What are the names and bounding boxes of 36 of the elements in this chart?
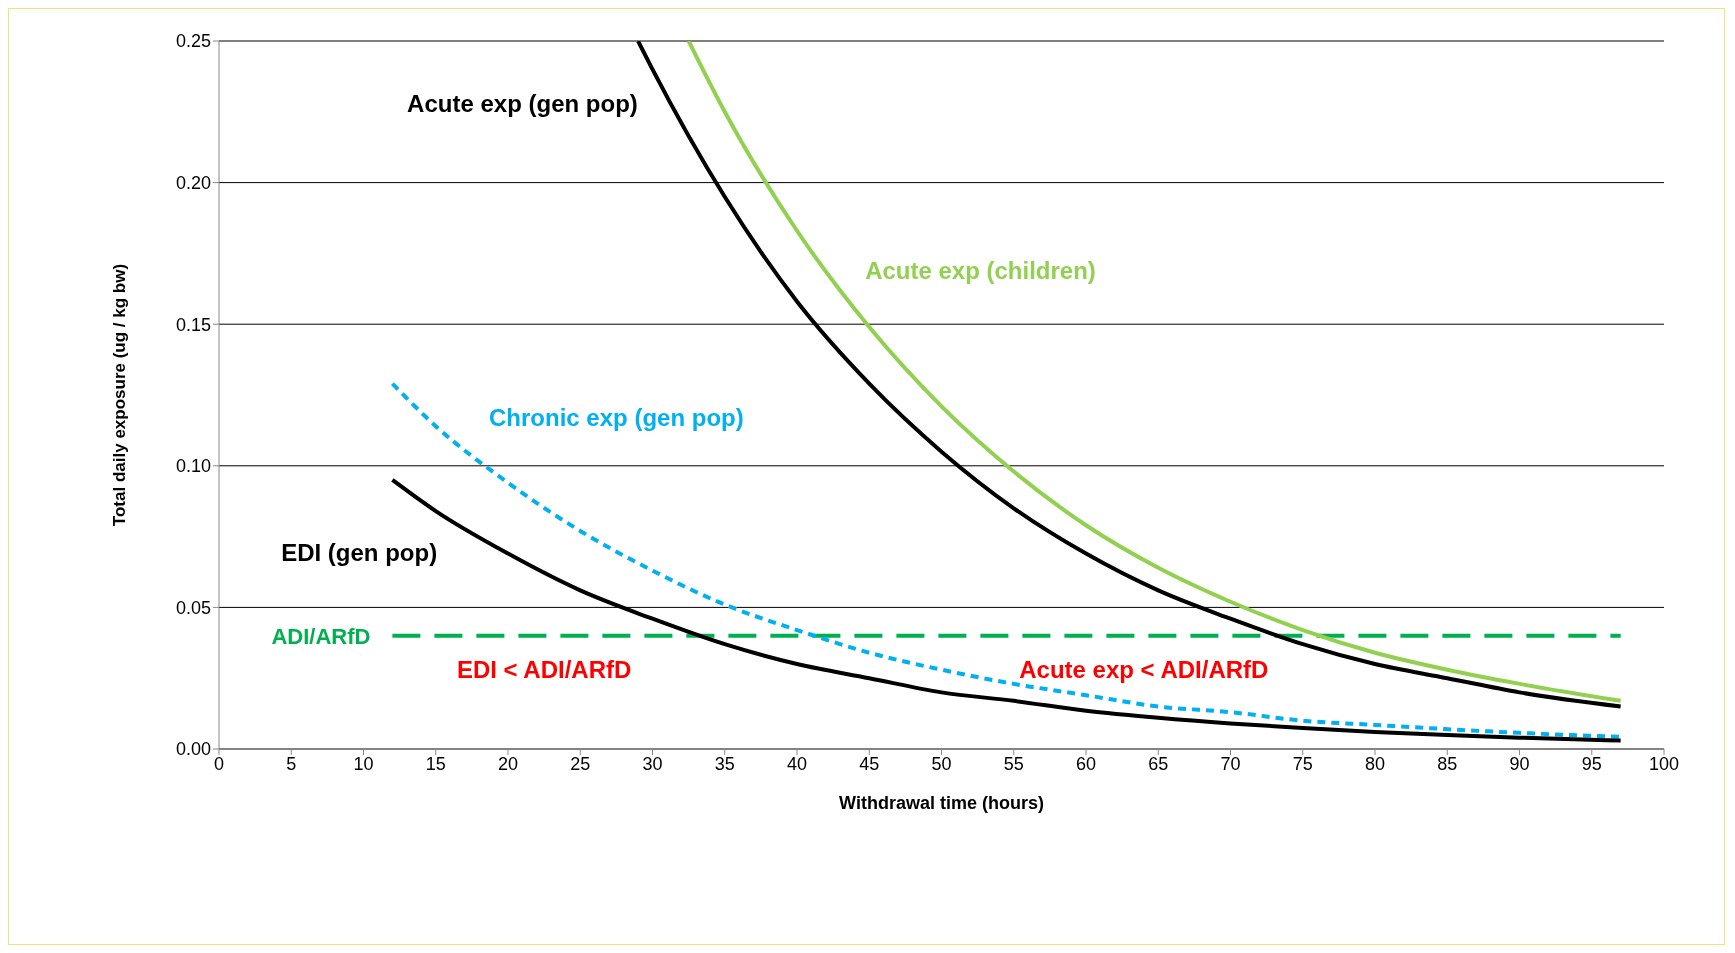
y-tick-label: 0.00	[175, 739, 211, 760]
series-label: Acute exp (gen pop)	[407, 89, 638, 117]
y-tick-label: 0.10	[175, 456, 211, 477]
x-tick-label: 25	[570, 753, 591, 774]
x-tick-label: 0	[213, 753, 225, 774]
x-tick-label: 65	[1148, 753, 1169, 774]
annotation: Acute exp < ADI/ARfD	[1019, 656, 1269, 684]
y-tick-label: 0.25	[175, 31, 211, 52]
ref-line-label: ADI/ARfD	[271, 623, 371, 649]
x-tick-label: 50	[931, 753, 952, 774]
x-tick-label: 95	[1581, 753, 1602, 774]
x-tick-label: 5	[286, 753, 297, 774]
x-tick-label: 45	[859, 753, 880, 774]
y-axis-title: Total daily exposure (ug / kg bw)	[110, 263, 130, 527]
x-tick-label: 75	[1292, 753, 1313, 774]
x-tick-label: 55	[1003, 753, 1024, 774]
y-tick-label: 0.05	[175, 597, 211, 618]
series-label: Chronic exp (gen pop)	[489, 404, 744, 432]
x-tick-label: 40	[786, 753, 808, 774]
x-tick-label: 20	[497, 753, 519, 774]
y-tick-label: 0.15	[175, 314, 211, 335]
x-tick-label: 70	[1220, 753, 1241, 774]
x-tick-label: 30	[642, 753, 663, 774]
series-label: EDI (gen pop)	[281, 538, 438, 566]
x-tick-label: 100	[1648, 753, 1680, 774]
x-tick-label: 60	[1075, 753, 1097, 774]
x-tick-label: 85	[1437, 753, 1458, 774]
annotation: EDI < ADI/ARfD	[456, 656, 632, 684]
x-tick-label: 15	[425, 753, 446, 774]
series-label: Acute exp (children)	[865, 256, 1096, 284]
x-tick-label: 90	[1509, 753, 1530, 774]
y-tick-label: 0.20	[175, 172, 211, 193]
x-tick-label: 10	[353, 753, 374, 774]
x-tick-label: 35	[714, 753, 735, 774]
x-axis-title: Withdrawal time (hours)	[839, 793, 1044, 813]
x-tick-label: 80	[1364, 753, 1386, 774]
